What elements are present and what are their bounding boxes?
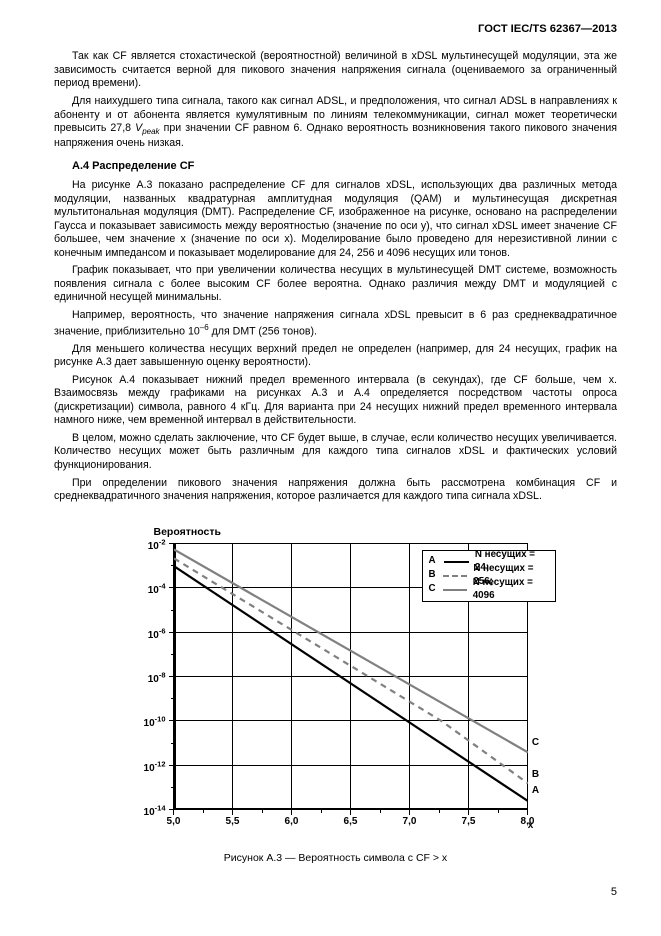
doc-header: ГОСТ IEC/TS 62367—2013	[54, 22, 617, 36]
x-tick-label: 7,0	[395, 816, 425, 829]
x-axis-var: x	[524, 820, 538, 833]
y-tick-label: 10-8	[126, 671, 166, 687]
gridline-h	[174, 632, 528, 633]
vpeak-sub: peak	[142, 127, 159, 136]
series-end-label: B	[532, 769, 539, 782]
y-tick-label: 10-10	[126, 715, 166, 731]
gridline-h	[174, 765, 528, 766]
page-number: 5	[54, 885, 617, 899]
gridline-h	[174, 543, 528, 544]
para-peak-combo: При определении пикового значения напряж…	[54, 477, 617, 504]
legend-item: CN несущих = 4096	[429, 583, 545, 597]
series-end-label: C	[532, 737, 539, 750]
y-tick-label: 10-2	[126, 538, 166, 554]
y-tick-label: 10-14	[126, 804, 166, 820]
text: для DMT (256 тонов).	[209, 325, 317, 337]
para-conclusion: В целом, можно сделать заключение, что C…	[54, 432, 617, 473]
x-tick-label: 5,5	[218, 816, 248, 829]
gridline-h	[174, 809, 528, 810]
para-a3-desc: На рисунке А.3 показано распределение CF…	[54, 179, 617, 260]
para-cf-stochastic: Так как CF является стохастической (веро…	[54, 50, 617, 91]
para-a4-desc: Рисунок А.4 показывает нижний предел вре…	[54, 374, 617, 428]
series-end-label: A	[532, 785, 539, 798]
y-tick-label: 10-6	[126, 626, 166, 642]
y-tick-label: 10-12	[126, 759, 166, 775]
gridline-h	[174, 676, 528, 677]
x-tick-label: 6,5	[336, 816, 366, 829]
figure-caption: Рисунок А.3 — Вероятность символа с CF >…	[54, 852, 617, 865]
exp-sup: –6	[200, 323, 209, 332]
gridline-h	[174, 720, 528, 721]
chart-canvas: Вероятность5,05,56,06,57,07,58,0x10-210-…	[116, 522, 556, 840]
para-graph-shows: График показывает, что при увеличении ко…	[54, 264, 617, 305]
x-tick-label: 7,5	[454, 816, 484, 829]
para-worst-signal: Для наихудшего типа сигнала, такого как …	[54, 95, 617, 151]
para-example-prob: Например, вероятность, что значение напр…	[54, 309, 617, 339]
text: Например, вероятность, что значение напр…	[54, 309, 617, 337]
para-fewer-carriers: Для меньшего количества несущих верхний …	[54, 343, 617, 370]
section-title-a4: A.4 Распределение CF	[72, 159, 617, 173]
chart-a3: Вероятность5,05,56,06,57,07,58,0x10-210-…	[116, 522, 556, 840]
x-tick-label: 6,0	[277, 816, 307, 829]
y-tick-label: 10-4	[126, 582, 166, 598]
legend: AN несущих = 24;BN несущих = 256;CN несу…	[422, 550, 556, 602]
